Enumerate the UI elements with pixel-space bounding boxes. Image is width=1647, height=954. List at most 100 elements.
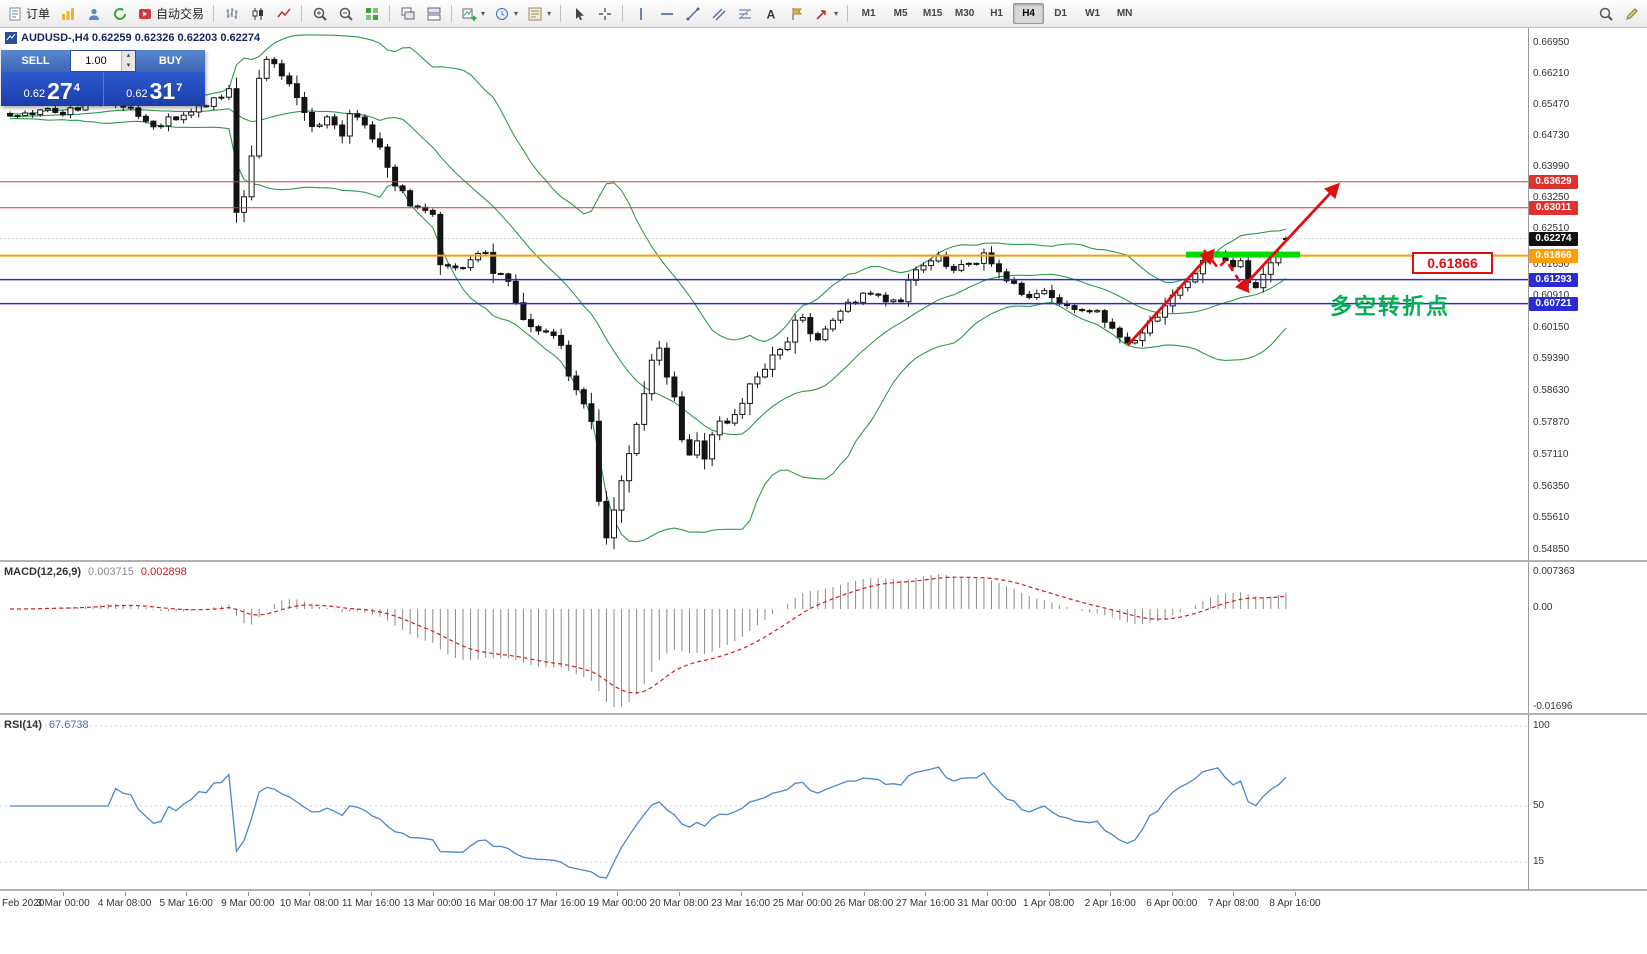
price-label-box: 0.63629 — [1529, 175, 1578, 189]
profile-button[interactable] — [81, 3, 106, 25]
price-label-box: 0.63011 — [1529, 201, 1578, 215]
time-tick — [617, 892, 619, 896]
time-label: 1 Apr 08:00 — [1023, 898, 1075, 909]
horizontal-line-button[interactable] — [654, 3, 679, 25]
rsi-line — [10, 766, 1287, 879]
autotrading-button[interactable]: 自动交易 — [133, 3, 208, 25]
price-tick: 0.61650 — [1533, 259, 1570, 270]
timeframe-M30[interactable]: M30 — [954, 8, 975, 19]
time-tick — [555, 892, 557, 896]
cascade-windows-icon — [401, 7, 415, 19]
text-button[interactable]: A — [758, 3, 783, 25]
refresh-button[interactable] — [107, 3, 132, 25]
buy-button[interactable]: BUY — [136, 50, 205, 72]
arrange-windows-button[interactable] — [421, 3, 446, 25]
bar-chart-icon — [226, 7, 238, 19]
toolbar-separator — [213, 5, 215, 22]
price-annotation-box[interactable]: 0.61866 — [1412, 252, 1493, 274]
edit-button[interactable] — [1619, 3, 1644, 25]
timeframe-H1[interactable]: H1 — [990, 8, 1003, 19]
time-label: 9 Mar 00:00 — [221, 898, 275, 909]
crosshair-button[interactable] — [592, 3, 617, 25]
new-chart-button[interactable]: ▾ — [457, 3, 489, 25]
periods-button[interactable]: ▾ — [490, 3, 522, 25]
timeframe-H4[interactable]: H4 — [1013, 3, 1045, 24]
panel-divider[interactable] — [0, 889, 1647, 891]
vertical-line-icon — [639, 7, 642, 20]
price-tick: 0.60150 — [1533, 322, 1570, 333]
buy-price-prefix: 0.62 — [126, 88, 148, 100]
cursor-button[interactable] — [566, 3, 591, 25]
volume-stepper: ▴ ▾ — [70, 50, 136, 72]
sell-button[interactable]: SELL — [1, 50, 70, 72]
time-tick — [925, 892, 927, 896]
candlestick-icon — [252, 7, 263, 20]
sell-price-button[interactable]: 0.62 27 4 — [1, 72, 104, 106]
search-button[interactable] — [1593, 3, 1618, 25]
chart-symbol-icon — [5, 32, 17, 44]
zoom-out-button[interactable] — [333, 3, 358, 25]
panel-divider[interactable] — [0, 713, 1647, 715]
price-tick: 0.63990 — [1533, 161, 1570, 172]
volume-increase-button[interactable]: ▴ — [122, 51, 135, 61]
zoom-in-icon — [313, 7, 327, 21]
chevron-down-icon: ▾ — [481, 9, 486, 18]
cascade-windows-button[interactable] — [395, 3, 420, 25]
rsi-indicator-chart[interactable] — [0, 716, 1528, 889]
toolbar: 订单 自动交易 — [0, 0, 1647, 28]
toolbar-separator — [560, 5, 562, 22]
turning-point-annotation[interactable]: 多空转折点 — [1330, 294, 1451, 319]
timeframe-M5[interactable]: M5 — [893, 8, 908, 19]
bar-chart-button[interactable] — [219, 3, 244, 25]
templates-button[interactable]: ▾ — [523, 3, 555, 25]
toolbar-separator — [622, 5, 624, 22]
timeframe-MN[interactable]: MN — [1116, 8, 1133, 19]
time-label: 7 Apr 08:00 — [1207, 898, 1259, 909]
text-label-button[interactable] — [784, 3, 809, 25]
volume-decrease-button[interactable]: ▾ — [122, 61, 135, 71]
zoom-in-button[interactable] — [307, 3, 332, 25]
profile-icon — [88, 8, 99, 20]
new-order-icon — [9, 7, 21, 20]
price-chart[interactable] — [0, 28, 1528, 560]
line-chart-button[interactable] — [271, 3, 296, 25]
volume-arrows: ▴ ▾ — [121, 51, 135, 71]
price-tick: 0.56350 — [1533, 481, 1570, 492]
tile-windows-button[interactable] — [359, 3, 384, 25]
text-icon: A — [766, 7, 775, 21]
macd-indicator-chart[interactable] — [0, 563, 1528, 713]
price-tick: 0.60910 — [1533, 290, 1570, 301]
time-label: 23 Mar 16:00 — [711, 898, 771, 909]
fibonacci-button[interactable] — [732, 3, 757, 25]
timeframe-M1[interactable]: M1 — [861, 8, 876, 19]
timeframe-M15[interactable]: M15 — [922, 8, 943, 19]
time-label: Feb 2020 — [2, 898, 45, 909]
volume-input[interactable] — [71, 51, 121, 71]
charts-button[interactable] — [55, 3, 80, 25]
price-tick: 0.54850 — [1533, 544, 1570, 555]
channel-icon — [712, 8, 726, 20]
channel-button[interactable] — [706, 3, 731, 25]
timeframe-W1[interactable]: W1 — [1085, 8, 1101, 19]
buy-price-button[interactable]: 0.62 31 7 — [104, 72, 206, 106]
price-tick: 0.66950 — [1533, 37, 1570, 48]
trendline-button[interactable] — [680, 3, 705, 25]
svg-text:A: A — [766, 7, 775, 21]
trend-arrow — [1241, 182, 1341, 288]
time-tick — [247, 892, 249, 896]
vertical-line-button[interactable] — [628, 3, 653, 25]
cursor-icon — [575, 7, 584, 20]
time-label: 27 Mar 16:00 — [895, 898, 955, 909]
up-arrow-icon: ▴ — [126, 52, 131, 59]
panel-divider[interactable] — [0, 560, 1647, 562]
new-chart-icon — [462, 8, 477, 21]
macd-scale-top: 0.007363 — [1533, 566, 1575, 577]
time-label: 3 Mar 00:00 — [36, 898, 90, 909]
candlestick-chart-button[interactable] — [245, 3, 270, 25]
search-icon — [1599, 7, 1613, 21]
time-axis[interactable]: Feb 2020 3 Mar 00:00 4 Mar 08:00 5 Mar 16:0… — [0, 891, 1647, 917]
new-order-button[interactable]: 订单 — [3, 3, 54, 25]
arrows-tool-button[interactable]: ▾ — [810, 3, 842, 25]
timeframe-D1[interactable]: D1 — [1054, 8, 1067, 19]
